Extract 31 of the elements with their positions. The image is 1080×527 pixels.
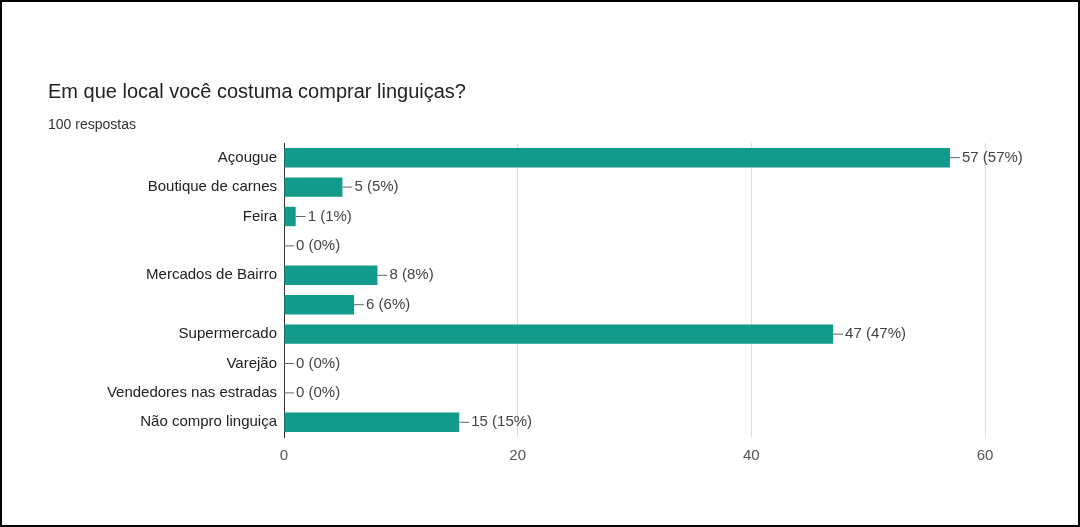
y-tick-label: Açougue: [217, 147, 277, 165]
y-tick-label: Mercados de Bairro: [146, 265, 277, 283]
data-label: 57 (57%): [961, 147, 1023, 165]
bar: [284, 177, 343, 197]
y-tick-label: Supermercado: [178, 324, 277, 342]
y-tick-label: Não compro linguiça: [140, 412, 278, 430]
bar: [284, 295, 355, 315]
x-tick-label: 20: [509, 446, 527, 464]
x-tick-label: 0: [279, 446, 289, 464]
bar: [284, 324, 834, 344]
chart-title: Em que local você costuma comprar linguiças?: [48, 80, 466, 103]
text: 100 respostas: [48, 116, 136, 132]
y-tick-label: Feira: [242, 206, 278, 224]
x-tick-label: 40: [742, 446, 760, 464]
data-label: 6 (6%): [366, 294, 411, 312]
bar: [284, 412, 460, 432]
bar: [284, 206, 296, 227]
bar: [284, 148, 950, 168]
data-label: 8 (8%): [389, 265, 434, 283]
y-tick-label: Varejão: [226, 353, 277, 371]
data-label: 0 (0%): [296, 353, 341, 371]
y-tick-label: Boutique de carnes: [147, 177, 277, 195]
bar: [284, 265, 378, 285]
data-label: 0 (0%): [296, 236, 341, 254]
data-label: 0 (0%): [296, 383, 341, 401]
x-tick-label: 60: [976, 446, 994, 464]
data-label: 5 (5%): [354, 177, 399, 195]
data-label: 1 (1%): [307, 206, 352, 224]
data-label: 47 (47%): [845, 324, 906, 342]
y-tick-label: Vendedores nas estradas: [106, 383, 277, 401]
data-label: 15 (15%): [471, 412, 533, 430]
